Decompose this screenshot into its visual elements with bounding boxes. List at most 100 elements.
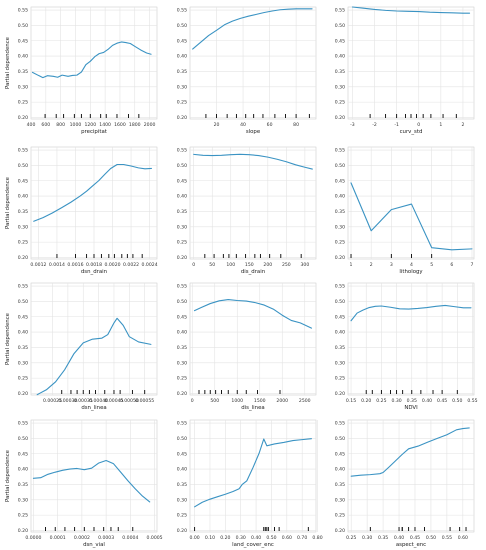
- x-tick-label: 0.55: [442, 535, 452, 541]
- x-tick-label: 0.80: [312, 535, 322, 541]
- x-axis-label: precipitat: [81, 129, 107, 135]
- x-axis-label: dsn_vial: [83, 542, 105, 548]
- y-tick-label: 0.55: [177, 148, 187, 154]
- x-tick-label: 2: [461, 122, 464, 128]
- x-tick-label: 0: [417, 122, 420, 128]
- x-tick-label: 1500: [254, 398, 266, 404]
- y-axis-label: Partial dependence: [5, 36, 11, 89]
- y-tick-label: 0.35: [18, 209, 28, 215]
- pd-series-line: [36, 317, 152, 396]
- x-tick-label: 0.00035: [74, 398, 93, 404]
- x-tick-label: 250: [282, 262, 291, 268]
- x-tick-label: 0: [192, 262, 195, 268]
- pd-subplot-7: 0.200.250.300.350.400.450.500.550.000250…: [5, 282, 158, 411]
- x-tick-label: 4: [410, 262, 413, 268]
- y-tick-label: 0.45: [177, 451, 187, 457]
- y-tick-label: 0.25: [18, 240, 28, 246]
- x-tick-label: 7: [471, 262, 474, 268]
- y-tick-label: 0.55: [335, 148, 345, 154]
- y-tick-label: 0.45: [18, 314, 28, 320]
- y-tick-label: 0.50: [18, 163, 28, 169]
- y-tick-label: 0.55: [335, 421, 345, 427]
- y-tick-label: 0.25: [177, 513, 187, 519]
- x-tick-label: 0.0018: [86, 262, 102, 268]
- y-tick-label: 0.20: [335, 115, 345, 121]
- y-tick-label: 0.25: [177, 100, 187, 106]
- y-tick-label: 0.35: [335, 482, 345, 488]
- y-tick-label: 0.50: [335, 23, 345, 29]
- x-tick-label: 1600: [114, 122, 126, 128]
- x-tick-label: 0.50: [266, 535, 276, 541]
- y-tick-label: 0.50: [18, 23, 28, 29]
- y-tick-label: 0.55: [18, 421, 28, 427]
- y-tick-label: 0.55: [18, 8, 28, 14]
- y-tick-label: 0.45: [18, 178, 28, 184]
- x-tick-label: 0.0020: [104, 262, 120, 268]
- x-tick-label: 800: [56, 122, 65, 128]
- y-tick-label: 0.20: [18, 115, 28, 121]
- y-tick-label: 0.50: [18, 436, 28, 442]
- y-tick-label: 0.20: [177, 528, 187, 534]
- x-axis-label: dis_drain: [241, 269, 265, 275]
- y-tick-label: 0.20: [18, 255, 28, 261]
- x-tick-label: 0.45: [437, 398, 447, 404]
- x-axis-label: dis_linea: [241, 405, 264, 411]
- y-tick-label: 0.30: [335, 84, 345, 90]
- x-tick-label: 0.20: [361, 398, 371, 404]
- x-tick-label: 2: [370, 262, 373, 268]
- y-tick-label: 0.20: [18, 528, 28, 534]
- pd-series-line: [350, 427, 470, 477]
- y-axis-label: Partial dependence: [5, 176, 11, 229]
- x-tick-label: 0.00055: [135, 398, 154, 404]
- x-tick-label: 0.0016: [67, 262, 83, 268]
- y-tick-label: 0.40: [18, 330, 28, 336]
- y-tick-label: 0.55: [18, 284, 28, 290]
- x-tick-label: 2000: [144, 122, 156, 128]
- y-tick-label: 0.30: [335, 497, 345, 503]
- x-tick-label: 0.0003: [98, 535, 114, 541]
- y-tick-label: 0.20: [335, 391, 345, 397]
- y-tick-label: 0.25: [18, 100, 28, 106]
- pd-subplot-10: 0.20 0.25 0.30 0.35 0.40 0.45 0.50 0.55 0.0000 0.…: [5, 419, 163, 548]
- x-tick-label: 400: [27, 122, 36, 128]
- y-tick-label: 0.20: [335, 528, 345, 534]
- x-tick-label: 50: [209, 262, 215, 268]
- x-tick-label: 0.00030: [58, 398, 77, 404]
- x-tick-label: 0.00: [189, 535, 199, 541]
- y-tick-label: 0.45: [18, 38, 28, 44]
- x-tick-label: 0.0012: [30, 262, 46, 268]
- x-tick-label: 1: [439, 122, 442, 128]
- y-tick-label: 0.55: [18, 148, 28, 154]
- x-tick-label: 0.0000: [25, 535, 41, 541]
- x-tick-label: 0.00045: [104, 398, 123, 404]
- y-tick-label: 0.45: [177, 314, 187, 320]
- x-tick-label: 60: [267, 122, 273, 128]
- y-tick-label: 0.30: [335, 360, 345, 366]
- y-tick-label: 0.25: [335, 376, 345, 382]
- x-tick-label: 0.40: [251, 535, 261, 541]
- x-tick-label: 3: [390, 262, 393, 268]
- y-tick-label: 0.30: [177, 497, 187, 503]
- y-tick-label: 0.25: [335, 100, 345, 106]
- y-tick-label: 0.35: [177, 69, 187, 75]
- x-tick-label: 1: [350, 262, 353, 268]
- pd-series-line: [351, 6, 471, 14]
- x-tick-label: 1400: [99, 122, 111, 128]
- y-tick-label: 0.25: [177, 240, 187, 246]
- x-axis-label: dsn_linea: [81, 405, 106, 411]
- y-tick-label: 0.40: [18, 194, 28, 200]
- y-tick-label: 0.30: [177, 360, 187, 366]
- x-tick-label: 0.0002: [74, 535, 90, 541]
- y-tick-label: 0.55: [177, 284, 187, 290]
- x-tick-label: 300: [300, 262, 309, 268]
- y-axis-label: Partial dependence: [5, 449, 11, 502]
- y-tick-label: 0.55: [177, 421, 187, 427]
- pd-subplot-2: 0.20 0.25 0.30 0.35 0.40 0.45 0.50 0.55 20 40 60 80…: [177, 6, 317, 135]
- y-tick-label: 0.35: [335, 345, 345, 351]
- x-tick-label: 0.30: [362, 535, 372, 541]
- x-tick-label: 1200: [84, 122, 96, 128]
- y-tick-label: 0.35: [335, 209, 345, 215]
- y-tick-label: 0.20: [18, 391, 28, 397]
- x-tick-label: 0.50: [426, 535, 436, 541]
